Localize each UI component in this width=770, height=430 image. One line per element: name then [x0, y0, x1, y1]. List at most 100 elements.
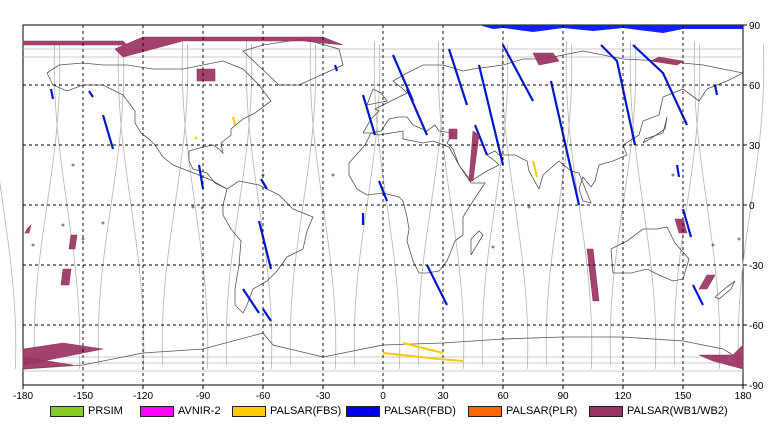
x-tick-label: -30 [316, 391, 331, 400]
swath-palsar-fbs [532, 160, 538, 178]
legend-item-palsar-wb[interactable]: PALSAR(WB1/WB2) [589, 404, 728, 418]
x-tick-label: -120 [133, 391, 153, 400]
x-tick-label: 90 [557, 391, 569, 400]
swath-palsar-fbd [377, 180, 389, 202]
island [711, 243, 715, 247]
island [101, 221, 105, 225]
coastline [242, 38, 344, 86]
orbit-track [673, 44, 701, 366]
x-tick-label: 150 [675, 391, 692, 400]
island [331, 173, 335, 177]
swath-palsar-wb [650, 56, 684, 66]
swath-palsar-wb [60, 268, 72, 286]
legend-label-palsar-fbd: PALSAR(FBD) [384, 405, 456, 417]
swath-palsar-wb [532, 52, 560, 66]
island [191, 205, 195, 209]
swath-palsar-fbd [426, 264, 448, 306]
swath-palsar-fbd [333, 64, 339, 72]
orbit-track [481, 44, 509, 366]
swath-palsar-wb [22, 356, 74, 370]
y-tick-label: -30 [749, 261, 764, 272]
swath-palsar-wb [22, 40, 128, 46]
coastline [642, 116, 668, 144]
legend-label-palsar-plr: PALSAR(PLR) [506, 405, 578, 417]
coastline [46, 60, 272, 190]
legend-label-prsim: PRSIM [88, 405, 123, 417]
swath-palsar-fbd-polar [479, 25, 743, 33]
x-tick-label: 180 [735, 391, 752, 400]
legend-label-palsar-fbs: PALSAR(FBS) [270, 405, 342, 417]
legend-item-prsim[interactable]: PRSIM [50, 404, 123, 418]
y-tick-label: -60 [749, 321, 764, 332]
legend-swatch-palsar-fbd [346, 405, 380, 417]
swath-palsar-fbd [260, 178, 268, 190]
world-map-plot[interactable]: -180 -150 -120 -90 -60 -30 0 30 60 90 120 150 180 90… [0, 0, 770, 402]
island [61, 223, 65, 227]
swath-palsar-fbd [262, 308, 272, 322]
swath-palsar-wb [586, 248, 600, 302]
x-axis-ticks: -180 -150 -120 -90 -60 -30 0 30 60 90 120 150 180 [13, 385, 752, 402]
orbit-track [0, 180, 17, 370]
legend-swatch-palsar-plr [468, 405, 502, 417]
legend-swatch-palsar-wb [589, 405, 623, 417]
orbit-track [373, 40, 401, 370]
coastline [362, 50, 744, 134]
y-axis-ticks: 90 60 30 0 -30 -60 -90 [743, 21, 764, 392]
legend-item-palsar-fbd[interactable]: PALSAR(FBD) [346, 404, 456, 418]
coastline [348, 130, 486, 274]
swath-palsar-fbd [361, 94, 377, 136]
grid-lines [23, 25, 743, 385]
swath-palsar-wb [698, 274, 716, 290]
island [491, 245, 495, 249]
x-tick-label: -60 [256, 391, 271, 400]
swath-palsar-wb [196, 68, 216, 82]
x-tick-label: 120 [615, 391, 632, 400]
coastline [470, 230, 484, 256]
x-tick-label: 0 [380, 391, 386, 400]
island [527, 205, 531, 209]
swath-palsar-fbd [632, 44, 688, 126]
swath-palsar-fbd [473, 124, 489, 156]
swath-palsar-wb [24, 224, 32, 234]
y-tick-label: -90 [749, 381, 764, 392]
swath-palsar-fbd [713, 84, 719, 96]
orbit-track [97, 44, 125, 366]
x-tick-label: 30 [437, 391, 449, 400]
legend-item-avnir2[interactable]: AVNIR-2 [140, 404, 221, 418]
swath-palsar-fbs [194, 136, 198, 140]
swath-palsar-fbs [382, 352, 464, 362]
x-tick-label: -150 [73, 391, 93, 400]
y-tick-label: 0 [749, 201, 755, 212]
swath-palsar-wb [68, 234, 78, 250]
coastline [366, 88, 388, 106]
y-tick-label: 90 [749, 21, 761, 32]
coastline [610, 226, 690, 282]
legend-item-palsar-fbs[interactable]: PALSAR(FBS) [232, 404, 341, 418]
legend-label-palsar-wb: PALSAR(WB1/WB2) [627, 405, 728, 417]
swath-palsar-fbd [600, 44, 637, 146]
swath-palsar-fbd [405, 88, 429, 136]
swath-palsar-fbs [232, 116, 236, 126]
swath-palsar-wb [674, 218, 688, 234]
swath-palsar-fbd [692, 284, 704, 306]
legend: PRSIM AVNIR-2 PALSAR(FBS) PALSAR(FBD) PA… [0, 400, 770, 424]
coastline [363, 72, 744, 204]
legend-item-palsar-plr[interactable]: PALSAR(PLR) [468, 404, 577, 418]
orbit-track [289, 44, 317, 366]
legend-label-avnir2: AVNIR-2 [178, 405, 221, 417]
acquisition-swaths [22, 25, 744, 370]
swath-palsar-fbd [88, 90, 94, 98]
swath-palsar-fbd [675, 164, 681, 178]
y-tick-label: 60 [749, 81, 761, 92]
swath-palsar-fbd [681, 208, 693, 238]
swath-palsar-fbd [477, 64, 505, 166]
swath-palsar-fbd [447, 48, 469, 106]
y-tick-label: 30 [749, 141, 761, 152]
legend-swatch-palsar-fbs [232, 405, 266, 417]
island [671, 173, 675, 177]
swath-palsar-fbd [549, 80, 581, 206]
legend-swatch-prsim [50, 405, 84, 417]
swath-palsar-fbd [502, 44, 534, 102]
swath-palsar-fbs [402, 342, 444, 354]
